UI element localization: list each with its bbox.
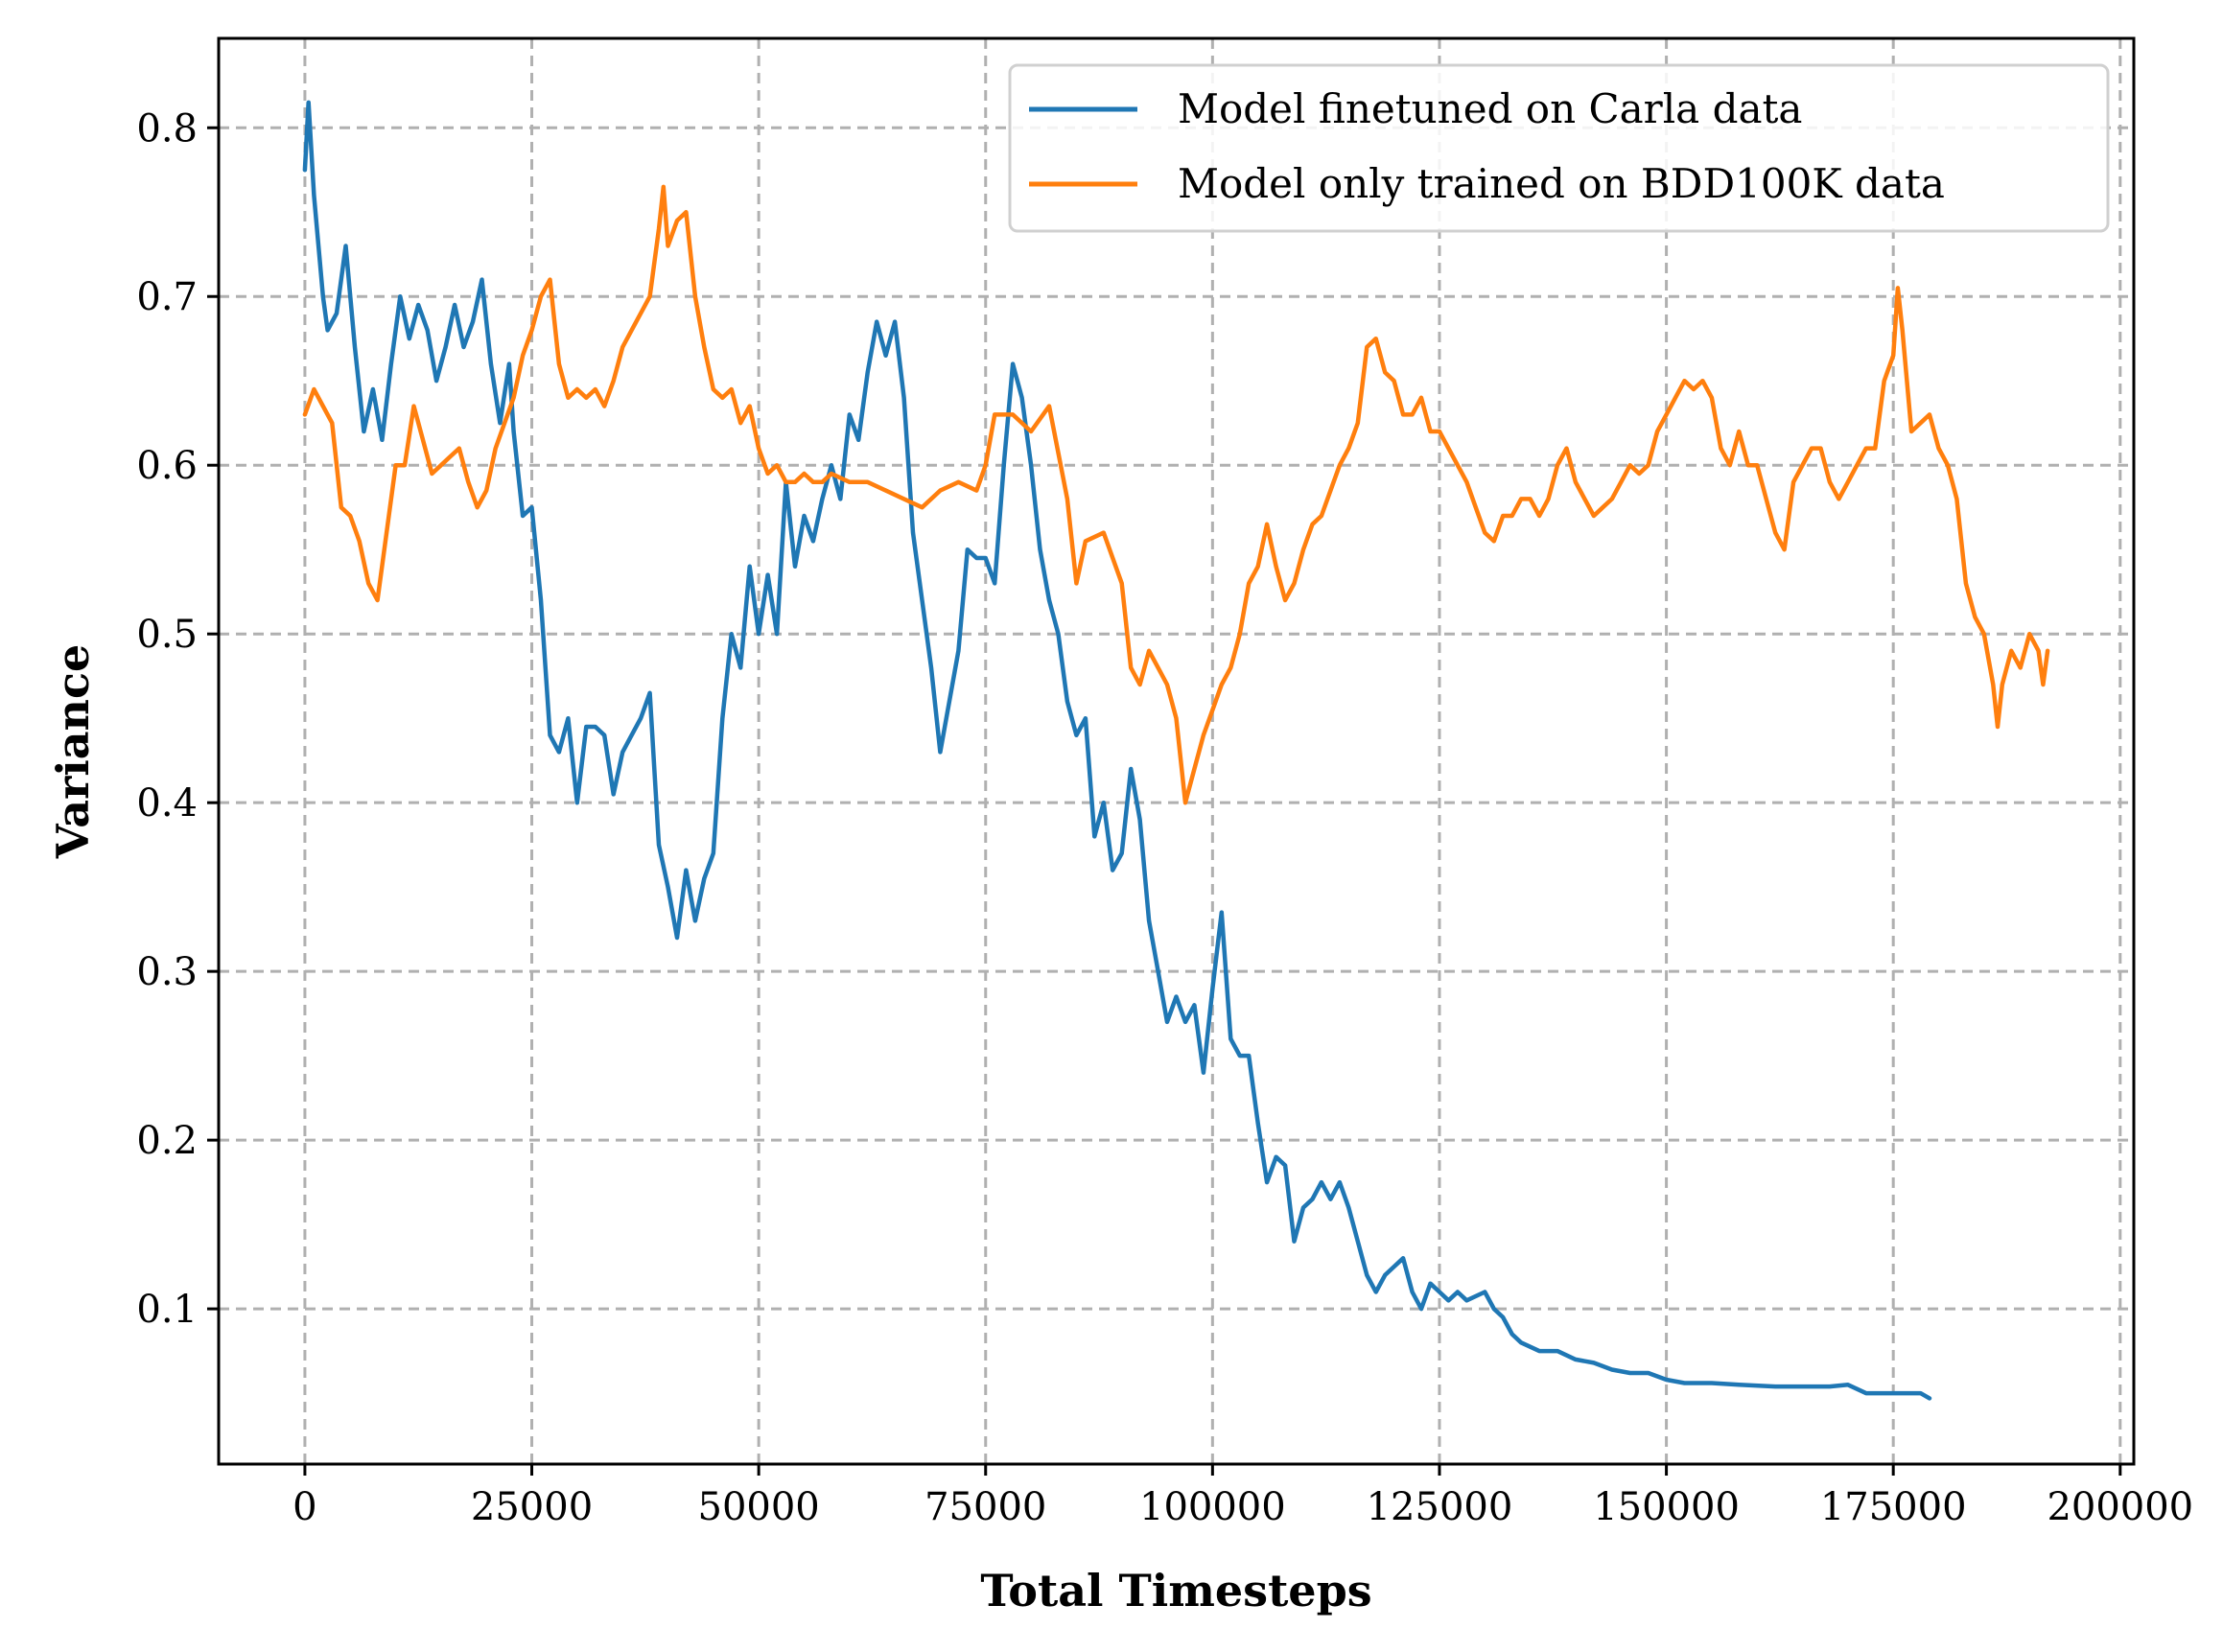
x-tick-label: 200000 (2047, 1485, 2193, 1529)
y-tick-label: 0.2 (136, 1119, 198, 1163)
grid (219, 38, 2134, 1464)
legend: Model finetuned on Carla data Model only … (1008, 63, 2110, 233)
plot-frame (217, 36, 2136, 1466)
series-line-1 (302, 100, 1932, 1401)
series-lines (302, 100, 2050, 1401)
y-tick-label: 0.3 (136, 950, 198, 994)
legend-label: Model finetuned on Carla data (1178, 85, 1802, 132)
axis-ticks: 0 25000 50000 75000 100000 125000 150000 175000… (136, 106, 2193, 1529)
x-tick-label: 25000 (471, 1485, 593, 1529)
x-tick-label: 125000 (1367, 1485, 1513, 1529)
y-tick-label: 0.6 (136, 444, 198, 488)
x-tick-label: 100000 (1139, 1485, 1286, 1529)
x-tick-label: 175000 (1820, 1485, 1967, 1529)
y-tick-label: 0.7 (136, 275, 198, 319)
x-tick-label: 75000 (924, 1485, 1046, 1529)
x-tick-label: 50000 (698, 1485, 820, 1529)
y-axis-title: Variance (47, 644, 99, 860)
series-line-2 (302, 184, 2050, 805)
y-tick-label: 0.4 (136, 781, 198, 826)
y-tick-label: 0.1 (136, 1288, 198, 1332)
legend-box (1008, 63, 2110, 233)
y-tick-label: 0.5 (136, 613, 198, 657)
x-tick-label: 0 (292, 1485, 316, 1529)
x-axis-title: Total Timesteps (980, 1565, 1371, 1617)
y-tick-label: 0.8 (136, 106, 198, 151)
legend-label: Model only trained on BDD100K data (1178, 160, 1945, 207)
x-tick-label: 150000 (1593, 1485, 1740, 1529)
